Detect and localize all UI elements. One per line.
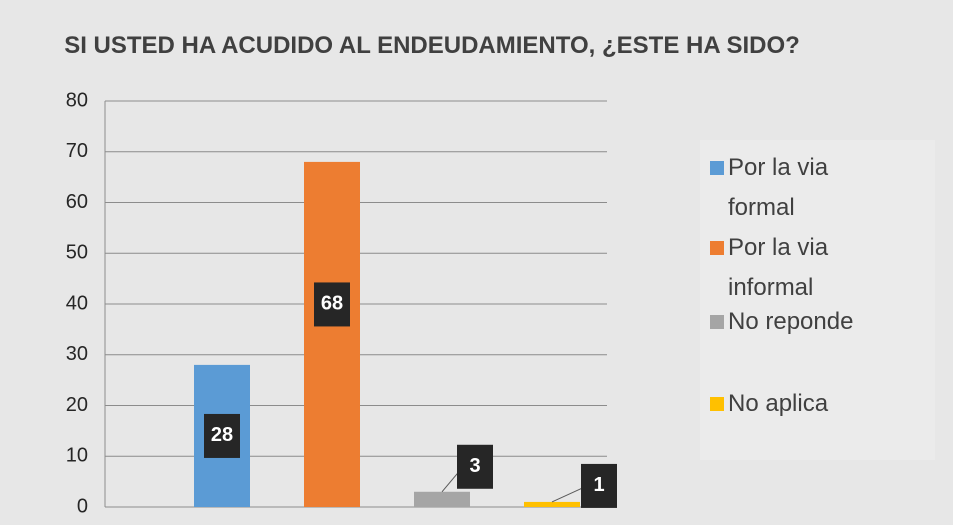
bar bbox=[304, 161, 360, 507]
chart-title: SI USTED HA ACUDIDO AL ENDEUDAMIENTO, ¿E… bbox=[64, 32, 800, 59]
y-tick-label: 70 bbox=[66, 140, 88, 162]
legend-swatch bbox=[710, 161, 724, 175]
legend-entry: Por la via informal bbox=[710, 228, 898, 308]
data-label-box bbox=[581, 463, 617, 508]
data-label: 28 bbox=[211, 424, 233, 446]
y-tick-label: 20 bbox=[66, 394, 88, 416]
bar bbox=[414, 491, 470, 507]
legend-entry: No aplica bbox=[710, 384, 898, 424]
y-tick-label: 10 bbox=[66, 445, 88, 467]
y-tick-label: 60 bbox=[66, 191, 88, 213]
y-tick-label: 40 bbox=[66, 292, 88, 314]
data-label-box bbox=[314, 282, 350, 327]
legend-label: No aplica bbox=[728, 390, 829, 417]
legend-swatch bbox=[710, 397, 724, 411]
data-label-box bbox=[457, 444, 493, 489]
legend-label: Por la via formal bbox=[728, 154, 829, 221]
legend-entry: Por la via formal bbox=[710, 148, 898, 228]
y-tick-label: 0 bbox=[77, 495, 88, 517]
legend-label: No reponde bbox=[728, 308, 854, 335]
legend-box bbox=[700, 140, 935, 460]
legend-label: Por la via informal bbox=[728, 234, 829, 301]
y-tick-label: 80 bbox=[66, 89, 88, 111]
data-label: 68 bbox=[321, 293, 343, 315]
legend-swatch bbox=[710, 315, 724, 329]
y-tick-label: 30 bbox=[66, 343, 88, 365]
legend-entry: No reponde bbox=[710, 302, 898, 342]
legend-swatch bbox=[710, 241, 724, 255]
data-label: 3 bbox=[469, 455, 480, 477]
data-label-box bbox=[204, 413, 240, 458]
y-tick-label: 50 bbox=[66, 242, 88, 264]
data-label: 1 bbox=[593, 474, 604, 496]
bar bbox=[524, 501, 580, 507]
